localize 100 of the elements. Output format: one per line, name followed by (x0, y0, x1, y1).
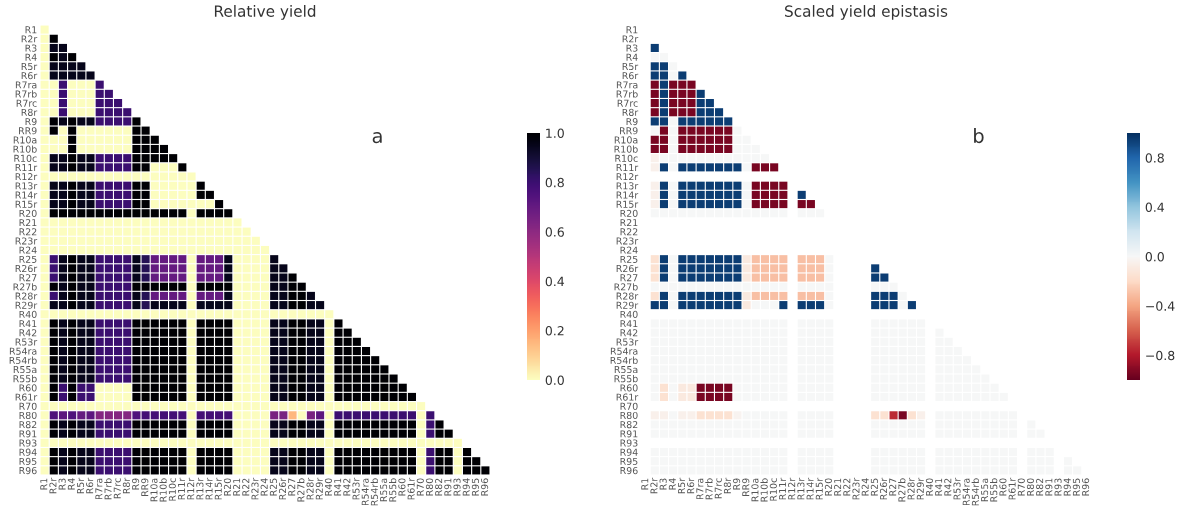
x-tick-label: R7rb (104, 478, 112, 500)
y-tick-label: R10a (13, 136, 37, 144)
y-tick-label: R1 (626, 26, 638, 34)
x-tick-label: R5r (77, 477, 85, 494)
y-tick-label: R25 (620, 255, 638, 263)
y-tick-label: R7ra (15, 81, 37, 89)
y-tick-label: R5r (21, 63, 38, 71)
y-tick-label: R91 (620, 430, 638, 438)
x-tick-label: R4 (668, 478, 676, 490)
x-tick-label: R93 (453, 478, 461, 496)
x-tick-label: R42 (343, 478, 351, 496)
x-tick-label: R11r (779, 477, 786, 500)
x-tick-label: RR9 (141, 478, 149, 496)
x-tick-label: R3 (659, 478, 667, 490)
y-tick-label: R54rb (610, 356, 638, 364)
y-tick-label: R96 (19, 466, 37, 475)
y-tick-label: R12r (15, 173, 38, 181)
y-tick-label: R53r (15, 338, 38, 346)
y-tick-label: R93 (19, 439, 37, 447)
x-tick-label: R14r (806, 477, 814, 500)
x-tick-label: R96 (481, 478, 489, 496)
x-tick-label: R1 (641, 478, 649, 490)
x-tick-label: R93 (1054, 478, 1062, 496)
y-tick-label: R55b (13, 374, 37, 383)
y-tick-label: R13r (15, 182, 38, 190)
annotation: b (974, 128, 984, 144)
y-tick-label: R10c (615, 154, 638, 162)
x-tick-label: R54ra (962, 478, 970, 506)
y-tick-label: R55b (614, 374, 638, 383)
y-tick-label: R10a (614, 136, 638, 144)
x-tick-label: R55a (380, 478, 388, 502)
x-tick-label: R13r (196, 477, 204, 500)
x-tick-label: R8r (122, 477, 130, 494)
y-tick-label: R55a (13, 366, 37, 374)
y-tick-label: R3 (25, 44, 37, 52)
y-tick-label: R11r (616, 164, 639, 171)
y-tick-label: R7rb (15, 90, 37, 98)
x-tick-label: R80 (425, 478, 434, 496)
x-tick-label: R6r (86, 477, 94, 494)
y-tick-label: R23r (15, 237, 38, 245)
x-tick-label: R23r (852, 477, 860, 500)
x-tick-label: R10b (760, 478, 768, 502)
x-tick-label: R28r (907, 477, 915, 500)
y-tick-label: R21 (19, 219, 37, 227)
y-tick-label: R40 (19, 310, 37, 319)
x-tick-label: R2r (49, 477, 57, 494)
y-tick-label: R27 (620, 274, 638, 282)
x-tick-label: R27 (288, 478, 296, 496)
y-tick-label: R26r (616, 264, 639, 273)
y-tick-label: R6r (622, 72, 639, 80)
y-tick-label: R9 (626, 118, 638, 126)
y-tick-label: R7rc (617, 99, 638, 107)
x-tick-label: R55b (990, 478, 998, 502)
x-tick-label: R94 (462, 478, 470, 496)
x-tick-label: R10c (769, 478, 777, 501)
y-tick-label: R80 (19, 411, 37, 420)
x-tick-label: R4 (67, 478, 75, 490)
y-tick-label: R42 (620, 329, 638, 337)
y-tick-label: R82 (19, 421, 37, 429)
y-tick-label: R5r (622, 63, 639, 71)
y-tick-label: R91 (19, 430, 37, 438)
x-tick-label: R6r (687, 477, 695, 494)
y-tick-label: R94 (19, 448, 37, 456)
y-tick-label: R61r (15, 393, 38, 401)
y-tick-label: R15r (15, 200, 38, 208)
x-tick-label: R24 (861, 478, 869, 496)
y-tick-label: R2r (21, 35, 38, 43)
x-tick-label: R70 (416, 478, 424, 496)
x-tick-label: R54ra (361, 478, 369, 506)
y-tick-label: R41 (620, 320, 638, 328)
y-tick-label: R20 (620, 209, 638, 217)
x-tick-label: R5r (678, 477, 686, 494)
y-tick-label: R26r (15, 264, 38, 273)
x-tick-label: R42 (944, 478, 952, 496)
x-tick-label: R7ra (95, 478, 103, 500)
x-tick-label: R60 (999, 478, 1007, 496)
y-tick-label: R40 (620, 310, 638, 319)
x-tick-label: R54rb (971, 478, 979, 506)
y-tick-label: R54ra (610, 347, 638, 355)
x-tick-label: R91 (1045, 478, 1053, 496)
y-tick-label: R28r (15, 292, 38, 300)
y-tick-label: R1 (25, 26, 37, 34)
x-tick-label: R20 (824, 478, 833, 496)
y-tick-label: R20 (19, 209, 37, 217)
x-tick-label: R29r (315, 477, 323, 500)
y-tick-label: R54ra (9, 347, 37, 355)
y-tick-label: R27 (19, 274, 37, 282)
y-tick-label: R60 (19, 384, 37, 392)
x-tick-label: R91 (444, 478, 452, 496)
x-tick-label: R53r (953, 477, 961, 500)
x-tick-label: R7rc (714, 478, 722, 499)
x-tick-label: R61r (407, 477, 415, 500)
x-tick-label: R21 (834, 478, 842, 496)
x-tick-label: RR9 (742, 478, 750, 496)
y-tick-label: R60 (620, 384, 638, 392)
chart-title: Relative yield (214, 5, 316, 20)
y-tick-label: R14r (616, 191, 639, 199)
y-tick-label: R54rb (9, 356, 37, 364)
y-tick-label: R70 (620, 402, 638, 410)
x-tick-label: R55a (981, 478, 989, 502)
